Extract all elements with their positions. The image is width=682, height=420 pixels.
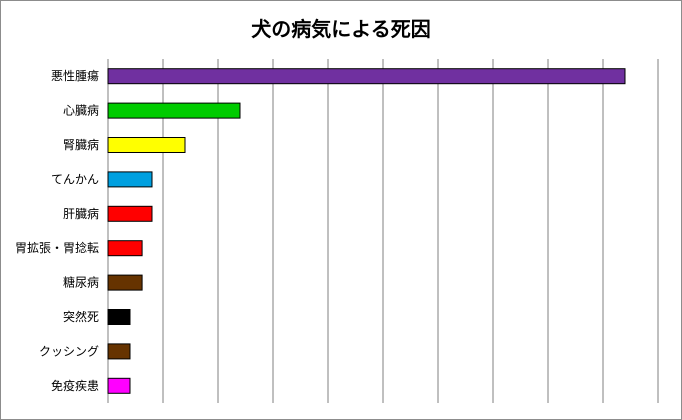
category-label: 胃拡張・胃捻転	[15, 241, 99, 255]
category-label: 悪性腫瘍	[51, 68, 99, 83]
bar	[107, 205, 153, 222]
bar	[107, 102, 241, 119]
category-label: 腎臓病	[63, 137, 99, 152]
bar	[107, 137, 186, 153]
bar	[107, 377, 131, 394]
category-label: 糖尿病	[63, 275, 99, 290]
category-label: 突然死	[63, 309, 99, 324]
category-label: 心臓病	[63, 103, 99, 118]
bar	[107, 343, 131, 360]
bar	[107, 274, 143, 291]
chart-title: 犬の病気による死因	[251, 17, 431, 41]
bar	[107, 240, 143, 257]
category-label: 免疫疾患	[51, 378, 99, 393]
bar	[107, 68, 626, 85]
category-label: クッシング	[39, 344, 99, 358]
bar	[107, 171, 153, 188]
bar	[107, 309, 131, 325]
bars	[107, 68, 626, 394]
category-label: てんかん	[51, 172, 99, 186]
category-label: 肝臓病	[63, 206, 99, 221]
